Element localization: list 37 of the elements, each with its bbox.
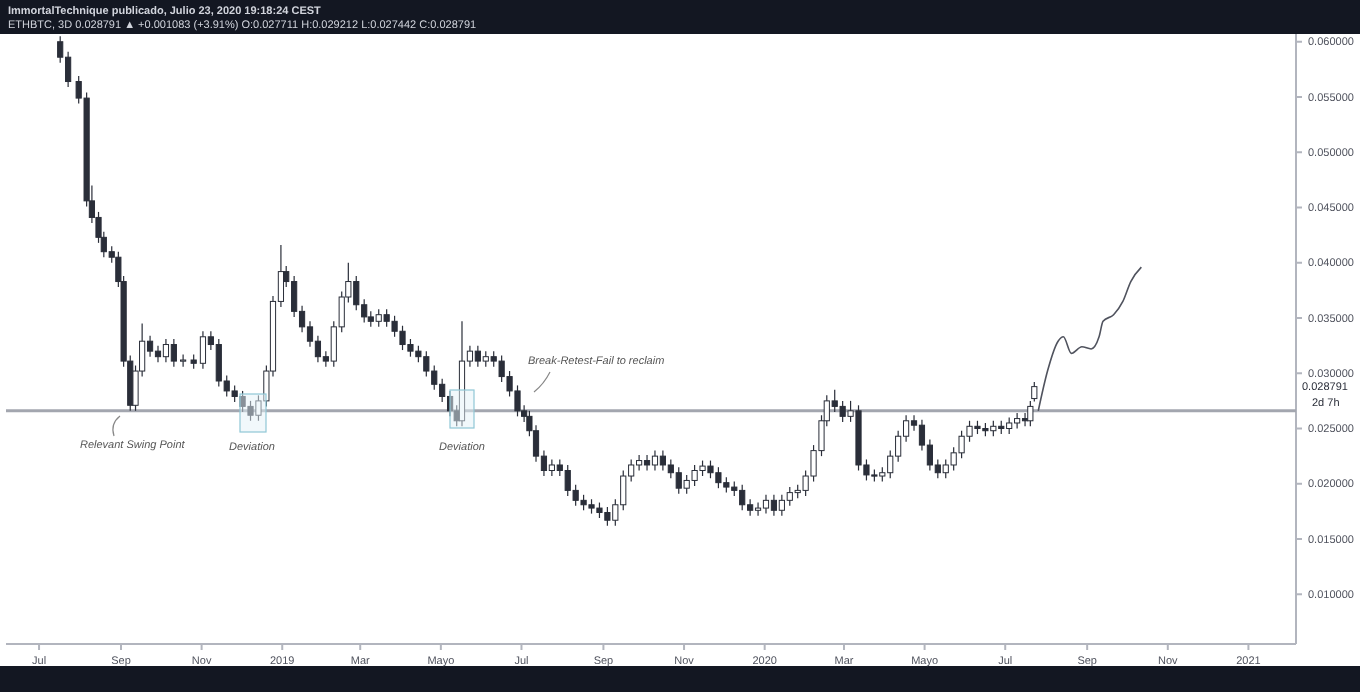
candlestick xyxy=(747,498,754,517)
candlestick xyxy=(770,494,778,517)
candlestick xyxy=(778,494,785,517)
candlestick xyxy=(643,454,651,472)
candlestick xyxy=(1014,412,1021,430)
candlestick xyxy=(651,450,659,472)
candlestick xyxy=(739,484,746,511)
candlestick xyxy=(683,474,690,495)
candlestick xyxy=(154,345,162,363)
candlestick xyxy=(431,364,438,391)
candlestick xyxy=(831,389,838,413)
candlestick xyxy=(754,501,762,517)
candlestick xyxy=(247,400,254,422)
candlestick xyxy=(474,345,481,368)
candlestick xyxy=(636,454,643,472)
candlestick xyxy=(423,350,430,378)
candlestick xyxy=(215,338,222,388)
candlestick xyxy=(399,325,406,351)
candlestick xyxy=(762,494,770,515)
candlestick xyxy=(786,486,793,507)
candlestick xyxy=(675,466,682,495)
candlestick xyxy=(162,338,170,363)
candlestick xyxy=(439,378,446,403)
candlestick xyxy=(548,458,555,477)
candlestick xyxy=(715,466,722,489)
candlestick xyxy=(958,430,965,459)
candlestick xyxy=(659,450,666,472)
candlestick xyxy=(691,464,698,487)
candlestick xyxy=(942,458,949,479)
line-series xyxy=(1037,266,1143,412)
candlestick xyxy=(353,275,360,311)
candlestick xyxy=(391,315,398,338)
candlestick xyxy=(564,464,571,497)
candlestick xyxy=(839,400,846,423)
candlestick xyxy=(604,506,611,527)
candlestick xyxy=(239,390,246,413)
candlestick xyxy=(514,384,521,417)
